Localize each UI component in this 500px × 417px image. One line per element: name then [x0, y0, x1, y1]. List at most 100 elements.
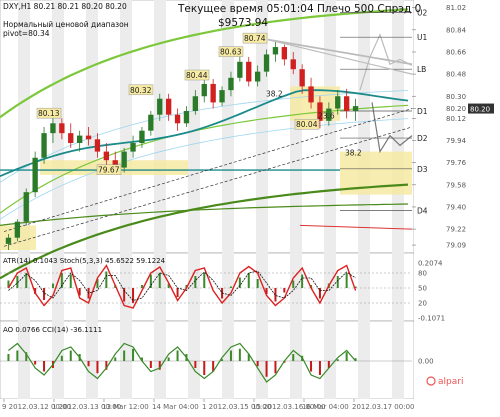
stoch-histogram-bar: [256, 279, 259, 288]
candle-body: [352, 106, 359, 112]
price-tag-label: 80.04: [296, 120, 318, 129]
pivot-label-d1: D1: [417, 107, 428, 116]
price-tag-bg: [96, 164, 122, 175]
pivot-label-d3: D3: [417, 165, 428, 174]
stoch-main-line: [7, 264, 357, 309]
y-tick-label: 81.02: [446, 4, 466, 12]
pivot-label-d2: D2: [417, 134, 428, 143]
candle-body: [94, 139, 101, 152]
stoch-histogram-bar: [203, 273, 206, 288]
time-stripe: [222, 0, 234, 399]
stoch-histogram-bar: [345, 273, 348, 288]
pivot-label-lb: LB: [417, 65, 426, 74]
candle-body: [254, 71, 261, 82]
y-tick-label: 80.66: [446, 48, 467, 56]
ao-histogram-bar: [60, 355, 63, 361]
ao-histogram-bar: [265, 361, 268, 377]
fib-label: 23.6: [318, 111, 335, 120]
ao-histogram-bar: [69, 350, 72, 361]
stoch-legend: ATR(14) 0.1043 Stoch(5,3,3) 45.6522 59.1…: [3, 257, 166, 265]
price-tag-label: 80.13: [38, 109, 60, 118]
fib-label: 38.2: [345, 148, 362, 157]
stoch-y-label: 0.2074: [418, 260, 443, 268]
ao-histogram-bar: [149, 361, 152, 368]
ao-histogram-bar: [354, 358, 357, 361]
envelope-mid-line: [0, 104, 409, 214]
stoch-histogram-bar: [43, 288, 46, 300]
candle-body: [165, 98, 172, 115]
symbol-header: DXY,H1 80.21 80.21 80.20 80.20: [3, 2, 127, 11]
y-tick-label: 80.20: [446, 105, 466, 113]
stoch-histogram-bar: [318, 288, 321, 299]
stoch-histogram-bar: [354, 286, 357, 288]
candle-body: [76, 135, 83, 143]
candle-body: [272, 47, 279, 55]
stoch-histogram-bar: [123, 288, 126, 302]
candle-body: [210, 83, 216, 103]
forecast-path-lower: [371, 102, 413, 154]
dashed-trendline: [3, 126, 413, 247]
stoch-histogram-bar: [149, 274, 152, 288]
wedge-lower-line: [267, 39, 413, 75]
price-tag-bg: [36, 107, 62, 119]
x-tick-label: 14 Mar 04:00: [152, 403, 199, 411]
time-stripe: [120, 0, 132, 399]
stoch-panel-bg: [0, 252, 415, 322]
pivot-label: pivot=80.34: [3, 29, 50, 38]
y-tick-label: 79.40: [446, 203, 466, 211]
price-tag-label: 80.44: [186, 71, 208, 80]
ao-histogram-bar: [176, 350, 179, 361]
stoch-histogram-bar: [283, 288, 286, 293]
pivot-label-d4: D4: [417, 207, 428, 216]
candle-body: [326, 108, 332, 121]
price-tag-bg: [294, 118, 320, 130]
candle-body: [237, 61, 243, 78]
wedge-upper-line: [267, 38, 413, 66]
ao-histogram-bar: [221, 359, 224, 361]
stoch-y-label: 20: [418, 300, 427, 308]
moving-average-line: [0, 89, 409, 178]
time-stripe: [86, 0, 98, 399]
time-stripe: [188, 0, 200, 399]
ao-histogram-bar: [256, 361, 259, 367]
ao-histogram-bar: [140, 357, 143, 361]
time-stripe: [256, 0, 268, 399]
resistance-red-line: [299, 224, 413, 230]
candle-body: [139, 130, 145, 143]
stoch-histogram-bar: [60, 273, 63, 288]
cci-panel-bg: [0, 320, 415, 400]
y-tick-label: 79.22: [446, 226, 466, 234]
candle-body: [41, 133, 47, 158]
ao-histogram-bar: [310, 361, 313, 372]
ao-histogram-bar: [7, 354, 10, 361]
stoch-histogram-bar: [265, 288, 268, 294]
candle-body: [281, 47, 288, 60]
channel-line: [0, 90, 409, 183]
price-tag-label: 80.32: [130, 86, 152, 95]
stoch-y-label: -0.1071: [418, 315, 445, 323]
stoch-histogram-bar: [7, 280, 10, 288]
candle-body: [32, 157, 38, 193]
ao-histogram-bar: [203, 361, 206, 375]
candle-body: [112, 160, 118, 168]
y-tick-label: 79.58: [446, 181, 466, 189]
price-tag-label: 79.67: [98, 166, 120, 175]
dashed-trendline: [3, 108, 413, 232]
candle-body: [335, 96, 341, 109]
x-tick-label: 1 2012.03.15 00:00: [202, 403, 271, 411]
ao-histogram-bar: [327, 361, 330, 368]
candle-body: [130, 142, 136, 152]
candle-body: [121, 151, 127, 168]
candle-body: [263, 54, 270, 72]
stoch-signal-line: [8, 270, 356, 301]
watermark-text: alpari: [438, 377, 463, 387]
y-tick-label: 80.12: [446, 115, 466, 123]
candle-body: [201, 83, 207, 97]
pivot-label-u2: U2: [417, 9, 427, 18]
ao-histogram-bar: [345, 352, 348, 361]
stoch-histogram-bar: [140, 285, 143, 288]
price-tag-label: 80.74: [244, 34, 266, 43]
ao-histogram-bar: [238, 348, 241, 361]
